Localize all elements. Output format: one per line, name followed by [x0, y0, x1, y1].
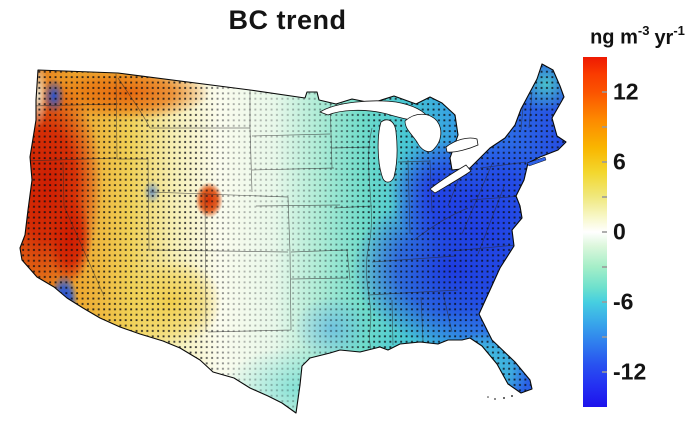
significance-stipple-overlay	[20, 64, 566, 413]
lake-erie	[429, 164, 472, 194]
long-island	[526, 156, 547, 167]
lake-michigan	[377, 119, 398, 183]
map-fill-layer	[20, 64, 566, 413]
colorbar-tick-12: 12	[613, 78, 639, 105]
colorbar-tick-6: 6	[613, 148, 626, 175]
colorbar-minor-tick	[602, 91, 607, 93]
us-outline	[19, 63, 567, 414]
colorbar-minor-tick	[602, 266, 607, 268]
unit-sup-2: -1	[673, 23, 685, 38]
colorbar-minor-tick	[602, 126, 607, 128]
colorbar-tick-neg12: -12	[613, 358, 647, 385]
colorbar-minor-tick	[602, 196, 607, 198]
chart-title: BC trend	[228, 5, 347, 35]
colorbar-unit-label: ng m-3 yr-1	[575, 23, 700, 50]
colorbar-minor-tick	[602, 371, 607, 373]
lake-ontario	[445, 137, 479, 153]
great-lakes	[319, 100, 479, 194]
colorbar-minor-tick	[602, 336, 607, 338]
colorbar-tick-neg6: -6	[613, 288, 634, 315]
colorbar-tick-0: 0	[613, 218, 626, 245]
colorbar: 12 6 0 -6 -12	[583, 57, 646, 407]
lake-huron	[404, 113, 442, 152]
colorbar-minor-tick	[602, 301, 607, 303]
colorbar-minor-tick	[602, 161, 607, 163]
unit-base-1: ng m	[590, 26, 638, 49]
unit-sup-1: -3	[637, 23, 650, 38]
unit-base-2: yr	[654, 26, 674, 49]
florida-keys	[487, 395, 513, 400]
colorbar-minor-tick	[602, 231, 607, 233]
